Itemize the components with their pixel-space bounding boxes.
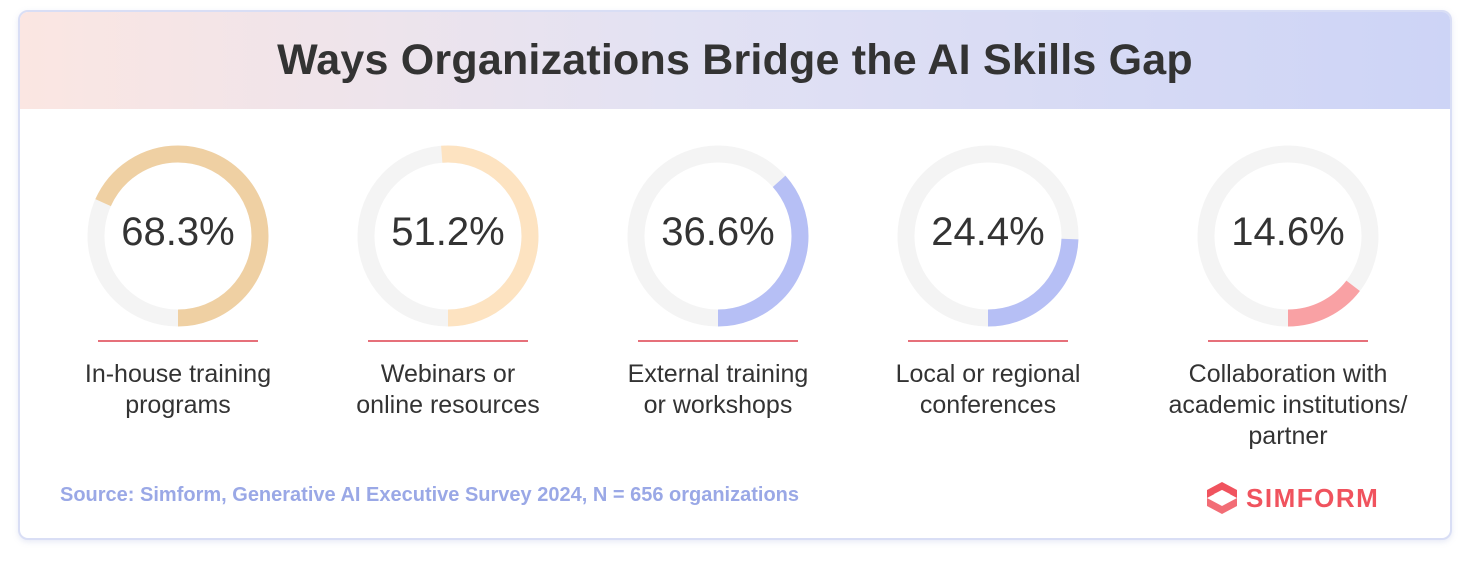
- donut-value-label: 68.3%: [121, 210, 235, 254]
- donut-chart: [87, 145, 269, 327]
- donut-arc: [357, 145, 539, 327]
- donut-arc: [1197, 145, 1379, 327]
- category-label-line: programs: [125, 391, 231, 419]
- category-label-line: conferences: [919, 391, 1057, 419]
- donut-chart: [357, 145, 539, 327]
- donut-value-label: 36.6%: [661, 210, 775, 254]
- donut-chart: [627, 145, 809, 327]
- category-label: Webinars or online resources: [308, 359, 588, 421]
- category-label: Local or regional conferences: [848, 359, 1128, 421]
- header-banner: Ways Organizations Bridge the AI Skills …: [20, 12, 1450, 109]
- category-label-line: Collaboration with: [1188, 360, 1388, 388]
- category-label-line: partner: [1248, 422, 1328, 450]
- donut-arc: [627, 145, 809, 327]
- infographic-card: Ways Organizations Bridge the AI Skills …: [18, 10, 1452, 540]
- category-label: External training or workshops: [578, 359, 858, 421]
- donut-arc: [897, 145, 1079, 327]
- donut-item: 14.6% Collaboration with academic institut…: [1168, 136, 1408, 466]
- donut-value-label: 24.4%: [931, 210, 1045, 254]
- category-label-line: or workshops: [643, 391, 793, 419]
- page-title: Ways Organizations Bridge the AI Skills …: [277, 36, 1193, 84]
- category-label-line: External training: [627, 360, 809, 388]
- simform-logo-icon: [1207, 482, 1237, 514]
- category-label: In-house training programs: [38, 359, 318, 421]
- donut-item: 51.2% Webinars or online resources: [328, 136, 568, 466]
- divider-line: [368, 340, 528, 342]
- donut-item: 36.6% External training or workshops: [598, 136, 838, 466]
- divider-line: [908, 340, 1068, 342]
- divider-line: [638, 340, 798, 342]
- source-note: Source: Simform, Generative AI Executive…: [60, 484, 800, 506]
- donut-item: 24.4% Local or regional conferences: [868, 136, 1108, 466]
- category-label-line: online resources: [356, 391, 540, 419]
- donut-chart: [897, 145, 1079, 327]
- donut-item: 68.3% In-house training programs: [58, 136, 298, 466]
- divider-line: [98, 340, 258, 342]
- simform-logo: SIMFORM: [1204, 478, 1379, 518]
- category-label-line: Local or regional: [895, 360, 1081, 388]
- donut-chart: [1197, 145, 1379, 327]
- category-label-line: Webinars or: [380, 360, 516, 388]
- divider-line: [1208, 340, 1368, 342]
- category-label-line: In-house training: [84, 360, 272, 388]
- donut-value-label: 14.6%: [1231, 210, 1345, 254]
- logo-wordmark: SIMFORM: [1246, 482, 1380, 513]
- donut-value-label: 51.2%: [391, 210, 505, 254]
- donut-arc: [87, 145, 269, 327]
- category-label: Collaboration with academic institutions/…: [1148, 359, 1428, 452]
- category-label-line: academic institutions/: [1168, 391, 1408, 419]
